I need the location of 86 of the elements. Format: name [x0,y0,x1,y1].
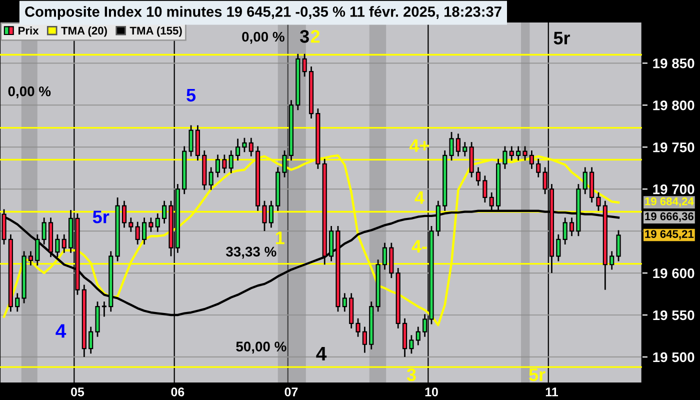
candlestick [342,292,347,312]
annotation: 4 [56,324,66,338]
candlestick [128,216,134,233]
candlestick [616,230,621,262]
candlestick [302,53,307,78]
candlestick [516,146,521,162]
annotation: 0,00 % [242,32,284,44]
text: 19 666,36 [645,212,694,222]
candlestick [522,146,528,162]
annotation: 50,00 % [236,342,286,354]
x-tick-label: 06 [171,387,184,396]
x-tick-label: 05 [71,387,84,396]
chart-title: Composite Index 10 minutes 19 645,21 -0,35 % 11 févr. 2025, 18:23:37 [25,6,502,20]
annotation: 5r [529,368,546,382]
candlestick [569,216,574,237]
candlestick [155,212,160,233]
candlestick [356,318,360,338]
y-tick-label: 19 850 [653,58,694,68]
candlestick [362,326,367,354]
annotation: 4 [414,191,424,204]
y-tick-label: 19 600 [653,268,694,278]
candlestick [242,137,247,153]
candlestick [502,146,508,170]
annotation: 4+ [409,139,430,152]
annotation: 3 [406,368,416,382]
candlestick [122,200,127,228]
text: 19 684,24 [645,197,694,207]
candlestick [268,200,274,228]
y-tick-label: 19 700 [653,184,694,194]
candlestick [509,146,514,162]
x-tick-label: 10 [425,387,438,396]
candlestick [382,242,388,270]
annotation: 5r [554,32,570,44]
candlestick [222,154,227,174]
candlestick [536,158,541,178]
candlestick [416,326,420,346]
candlestick [35,234,40,266]
candlestick [409,334,414,354]
candlestick [228,150,234,174]
annotation: 3 [300,30,309,43]
text: 19 645,21 [645,230,694,240]
candlestick [102,300,106,318]
candlestick [262,200,267,232]
annotation: 1 [276,232,284,244]
legend-label: TMA (155) [130,26,182,37]
candlestick [28,250,34,266]
annotation: 4- [412,240,427,253]
candlestick [88,326,94,354]
y-tick-label: 19 800 [653,100,694,110]
y-tick-label: 19 750 [653,142,694,152]
candlestick [148,216,154,233]
candlestick [582,166,588,195]
y-tick-label: 19 550 [653,310,694,320]
candlestick [42,216,46,246]
annotation: 0,00 % [8,86,51,98]
candlestick [449,131,454,162]
candlestick [208,166,214,191]
candlestick [15,292,20,312]
legend-label: Prix [18,26,39,34]
candlestick [135,221,140,246]
y-tick-label: 19 500 [653,352,694,362]
candlestick [62,234,66,254]
annotation: 5r [92,210,110,224]
x-tick-label: 07 [284,387,298,396]
candlestick [248,137,254,158]
annotation: 5 [186,88,196,102]
candlestick [556,234,561,262]
x-tick-label: 11 [546,388,558,396]
candlestick [236,138,240,162]
candlestick [482,174,488,204]
candlestick [456,132,461,158]
candlestick [162,200,167,224]
candlestick [188,124,194,158]
candlestick [215,154,220,178]
candlestick [562,216,568,246]
candlestick [596,192,601,212]
annotation: 33,33 % [226,246,276,259]
annotation: 4 [316,346,327,360]
annotation: 2 [310,30,320,43]
candlestick [55,234,60,258]
candlestick [610,250,614,270]
candlestick [529,150,534,170]
candlestick [142,216,147,246]
candlestick [462,141,468,158]
candlestick [476,166,481,186]
legend-label: TMA (20) [61,26,107,37]
